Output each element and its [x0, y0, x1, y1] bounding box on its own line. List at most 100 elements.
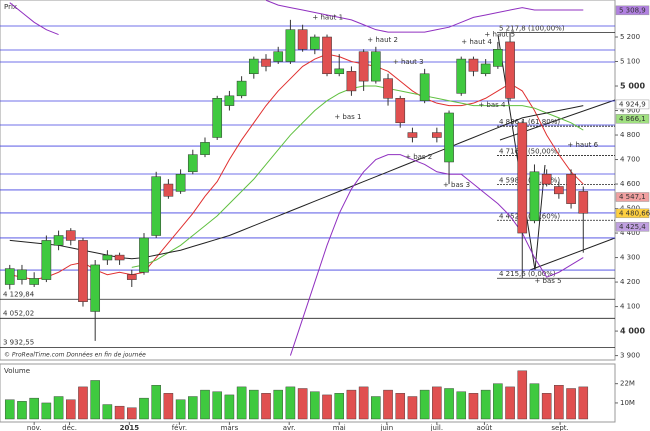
candle-body	[517, 122, 528, 234]
indicator-line	[9, 0, 584, 36]
volume-bar	[212, 391, 222, 420]
x-tick-label: août	[477, 424, 493, 431]
volume-bar	[4, 399, 15, 420]
price-marker	[615, 208, 650, 219]
volume-bar	[419, 389, 430, 420]
x-tick-label: févr.	[172, 424, 187, 431]
x-tick-label: juin	[379, 424, 393, 431]
fib-label: 4 716,2 (50,00%)	[499, 148, 560, 156]
candle-body	[212, 98, 223, 138]
volume-bar	[578, 386, 589, 420]
candle-body	[4, 268, 15, 285]
volume-bar	[65, 399, 76, 420]
indicator-line	[9, 105, 584, 260]
volume-bar	[90, 380, 100, 420]
volume-bar	[200, 389, 210, 420]
volume-bar	[127, 407, 137, 420]
support-label: 3 932,55	[3, 339, 34, 347]
volume-bar	[285, 386, 296, 420]
volume-bar	[249, 389, 259, 420]
candle-body	[444, 112, 454, 163]
price-marker-label: 5 308,9	[619, 6, 646, 14]
annotation: + haut 2	[367, 36, 398, 44]
x-tick-label: mai	[333, 424, 346, 431]
candle-body	[383, 78, 393, 99]
volume-bar	[175, 399, 186, 420]
candle-body	[114, 254, 125, 261]
candle-body	[53, 235, 64, 246]
annotation: + bas 4	[478, 101, 506, 109]
candle-body	[432, 132, 442, 138]
y-tick-label: 10M	[620, 399, 635, 407]
volume-bar	[102, 404, 113, 420]
volume-bar	[261, 393, 271, 420]
volume-bar	[17, 401, 27, 420]
volume-bar	[236, 386, 247, 420]
volume-bar	[554, 385, 564, 420]
volume-bar	[41, 402, 52, 420]
price-marker-label: 4 924,9	[619, 100, 646, 108]
annotation: + haut 1	[312, 13, 343, 21]
candle-body	[102, 254, 113, 261]
y-tick-label: 4 700	[620, 156, 640, 164]
y-tick-label: 22M	[620, 380, 635, 388]
footer: © ProRealTime.com Données en fin de jour…	[4, 352, 146, 359]
candle-body	[41, 240, 52, 280]
y-tick-label: 4 300	[620, 254, 640, 262]
x-tick-label: mars	[221, 424, 239, 431]
candle-body	[468, 58, 479, 72]
candle-body	[17, 269, 27, 280]
x-tick-label: sept.	[551, 424, 568, 431]
volume-bar	[224, 394, 235, 420]
volume-bar	[432, 386, 442, 420]
candle-body	[78, 240, 88, 302]
volume-bar	[53, 396, 64, 420]
candle-body	[566, 173, 576, 204]
candle-body	[505, 41, 515, 99]
candle-body	[175, 173, 186, 192]
candle-body	[65, 230, 76, 241]
volume-bar	[163, 393, 174, 420]
volume-bar	[505, 386, 515, 420]
fib-label: 4 836,1 (61,80%)	[499, 118, 560, 126]
price-marker	[615, 99, 650, 110]
candle-body	[554, 186, 564, 195]
candle-body	[309, 36, 320, 50]
candle-body	[163, 183, 174, 197]
price-marker-label: 4 866,1	[619, 115, 646, 123]
candle-body	[273, 51, 284, 62]
candle-body	[346, 71, 357, 92]
candle-body	[285, 29, 296, 62]
volume-bar	[480, 389, 491, 420]
volume-bar	[444, 388, 454, 420]
volume-bar	[188, 396, 198, 420]
volume-bar	[383, 389, 393, 420]
indicator-line	[9, 53, 584, 281]
candle-body	[371, 51, 381, 82]
volume-bar	[517, 370, 528, 420]
fib-label: 4 215,6 (0,00%)	[499, 270, 556, 278]
candle-body	[224, 95, 235, 106]
annotation: + bas 3	[443, 181, 470, 189]
candle-body	[529, 171, 540, 222]
volume-bar	[297, 388, 308, 420]
volume-bar	[114, 405, 125, 420]
candle-body	[541, 173, 552, 185]
y-tick-label: 4 600	[620, 180, 640, 188]
candle-body	[578, 191, 589, 214]
candle-body	[126, 274, 137, 280]
volume-bar	[151, 385, 161, 420]
candle-body	[248, 58, 259, 75]
price-marker	[615, 222, 650, 232]
price-marker-label: 4 425,4	[619, 223, 646, 231]
price-marker-label: 4 547,1	[619, 193, 646, 201]
panel-title: Prix	[4, 3, 17, 11]
volume-bar	[371, 396, 381, 420]
annotation: + haut 3	[393, 58, 424, 66]
candle-body	[493, 49, 503, 67]
y-tick-label: 5 000	[620, 82, 645, 91]
y-tick-label: 5 100	[620, 58, 640, 66]
support-label: 4 129,84	[3, 290, 35, 298]
volume-bar	[493, 383, 503, 420]
support-label: 4 052,02	[3, 309, 34, 317]
